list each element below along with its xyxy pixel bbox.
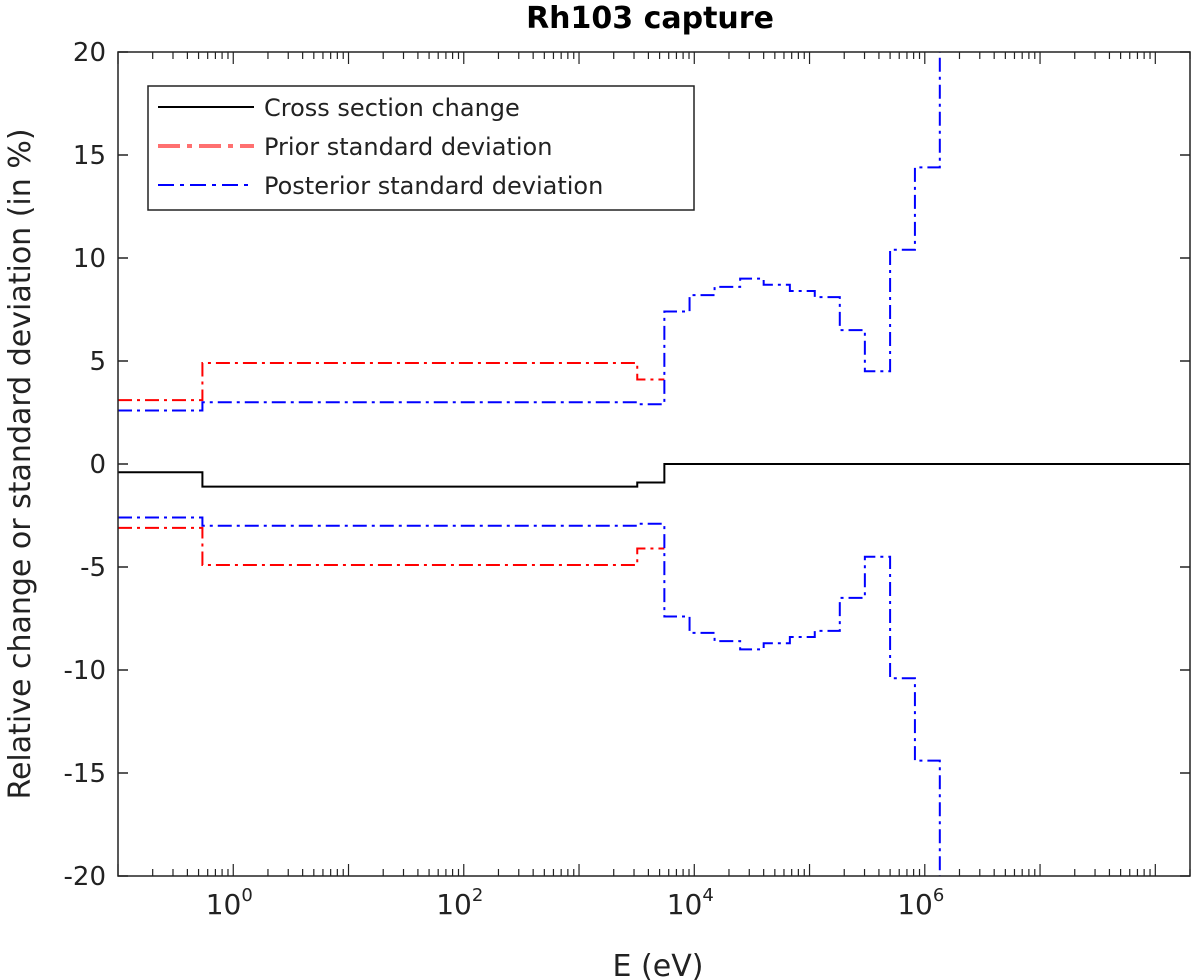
series-line-3-mirror bbox=[118, 516, 941, 876]
y-tick-label: -15 bbox=[64, 759, 106, 789]
y-tick-label: 20 bbox=[73, 38, 106, 68]
y-tick-label: 0 bbox=[89, 450, 106, 480]
legend-label-2: Prior standard deviation bbox=[264, 133, 552, 161]
y-axis-label: Relative change or standard deviation (i… bbox=[3, 128, 38, 799]
y-axis: -20 -15 -10 -5 0 5 10 15 20 bbox=[64, 38, 1190, 892]
series-line-2 bbox=[118, 362, 665, 402]
y-tick-label: 10 bbox=[73, 244, 106, 274]
y-tick-label: 15 bbox=[73, 141, 106, 171]
y-tick-label: -5 bbox=[80, 553, 106, 583]
series-clip-group bbox=[118, 52, 1190, 876]
legend-label-3: Posterior standard deviation bbox=[264, 172, 603, 200]
x-tick-label: 106 bbox=[897, 885, 944, 921]
y-tick-label: -10 bbox=[64, 656, 106, 686]
series-line-2-mirror bbox=[118, 526, 665, 566]
x-axis-label: E (eV) bbox=[613, 949, 704, 980]
x-axis: 100 102 104 106 bbox=[117, 52, 1191, 921]
y-tick-label: 5 bbox=[89, 347, 106, 377]
series-line-3 bbox=[118, 52, 941, 412]
y-tick-label: -20 bbox=[64, 862, 106, 892]
chart-title: Rh103 capture bbox=[526, 1, 774, 36]
series-line-1 bbox=[118, 463, 1190, 488]
legend-label-1: Cross section change bbox=[264, 94, 520, 122]
x-tick-label: 102 bbox=[436, 885, 483, 921]
x-tick-label: 100 bbox=[206, 885, 253, 921]
series-layer bbox=[118, 52, 1190, 876]
legend: Cross section change Prior standard devia… bbox=[147, 85, 695, 211]
x-tick-label: 104 bbox=[667, 885, 714, 921]
